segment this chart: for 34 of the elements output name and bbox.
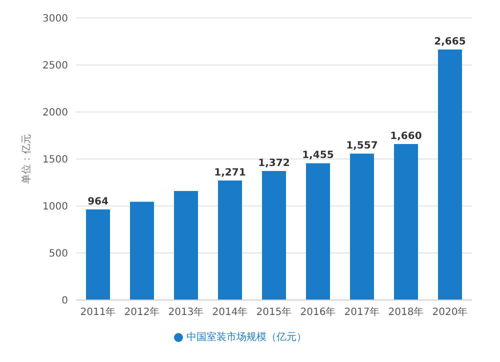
bar bbox=[86, 209, 110, 300]
legend-label: 中国室装市场规模（亿元） bbox=[186, 332, 306, 343]
x-tick-label: 2020年 bbox=[432, 306, 468, 318]
data-label: 1,372 bbox=[258, 158, 290, 170]
bar bbox=[130, 202, 154, 300]
bar bbox=[262, 171, 286, 300]
y-tick-label: 2000 bbox=[42, 108, 68, 119]
y-tick-label: 1500 bbox=[42, 154, 68, 166]
y-tick-label: 500 bbox=[48, 248, 68, 260]
bar bbox=[218, 180, 242, 300]
data-label: 964 bbox=[88, 196, 108, 208]
y-tick-label: 2500 bbox=[42, 60, 68, 72]
bar bbox=[394, 144, 418, 300]
data-label: 1,660 bbox=[390, 130, 422, 142]
bar bbox=[438, 49, 462, 300]
x-tick-label: 2013年 bbox=[168, 306, 204, 318]
bar bbox=[174, 190, 198, 300]
data-label: 1,455 bbox=[302, 150, 334, 162]
y-axis-title: 单位：亿元 bbox=[20, 134, 33, 184]
x-tick-label: 2014年 bbox=[212, 306, 248, 318]
x-tick-label: 2011年 bbox=[80, 306, 116, 318]
x-tick-label: 2012年 bbox=[124, 306, 160, 318]
bar bbox=[306, 163, 330, 300]
y-tick-label: 0 bbox=[62, 296, 68, 307]
bar bbox=[350, 154, 374, 300]
y-tick-label: 3000 bbox=[42, 14, 68, 25]
x-tick-label: 2016年 bbox=[300, 306, 336, 318]
y-tick-label: 1000 bbox=[42, 202, 68, 213]
data-label: 2,665 bbox=[434, 36, 466, 48]
data-label: 1,271 bbox=[214, 168, 246, 179]
x-tick-label: 2018年 bbox=[388, 306, 424, 318]
x-tick-label: 2015年 bbox=[256, 306, 292, 318]
x-tick-label: 2017年 bbox=[344, 306, 380, 318]
data-label: 1,557 bbox=[346, 140, 378, 152]
